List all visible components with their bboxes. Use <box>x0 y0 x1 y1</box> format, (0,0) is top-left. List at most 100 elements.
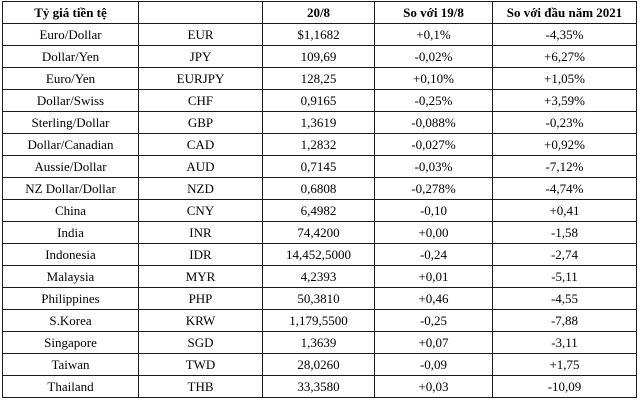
cell-code: INR <box>138 221 263 244</box>
table-row: Malaysia MYR 4,2393 +0,01 -5,11 <box>2 265 637 288</box>
table-row: Taiwan TWD 28,0260 -0,09 +1,75 <box>2 353 637 376</box>
cell-currency-pair: Singapore <box>2 331 139 354</box>
header-change-vs-prev-day: So với 19/8 <box>374 1 493 24</box>
cell-rate: 50,3810 <box>262 287 375 310</box>
table-row: Thailand THB 33,3580 +0,03 -10,09 <box>2 375 637 398</box>
cell-currency-pair: Euro/Dollar <box>2 23 139 46</box>
cell-change-ytd: -4,35% <box>492 23 637 46</box>
table-row: Indonesia IDR 14,452,5000 -0,24 -2,74 <box>2 243 637 266</box>
cell-change-prev-day: -0,088% <box>374 111 493 134</box>
cell-code: PHP <box>138 287 263 310</box>
cell-rate: 0,7145 <box>262 155 375 178</box>
cell-change-prev-day: -0,25% <box>374 89 493 112</box>
cell-change-ytd: -3,11 <box>492 331 637 354</box>
table-row: NZ Dollar/Dollar NZD 0,6808 -0,278% -4,74% <box>2 177 637 200</box>
header-rate-date: 20/8 <box>262 1 375 24</box>
cell-change-prev-day: -0,24 <box>374 243 493 266</box>
cell-code: CNY <box>138 199 263 222</box>
cell-change-prev-day: -0,25 <box>374 309 493 332</box>
cell-code: NZD <box>138 177 263 200</box>
cell-rate: 1,3619 <box>262 111 375 134</box>
table-row: S.Korea KRW 1,179,5500 -0,25 -7,88 <box>2 309 637 332</box>
cell-code: MYR <box>138 265 263 288</box>
table-row: Dollar/Yen JPY 109,69 -0,02% +6,27% <box>2 45 637 68</box>
cell-code: GBP <box>138 111 263 134</box>
cell-change-prev-day: -0,278% <box>374 177 493 200</box>
cell-currency-pair: Dollar/Canadian <box>2 133 139 156</box>
cell-code: TWD <box>138 353 263 376</box>
cell-code: CAD <box>138 133 263 156</box>
exchange-rate-table: Tỷ giá tiền tệ 20/8 So với 19/8 So với đ… <box>2 1 637 398</box>
cell-currency-pair: Sterling/Dollar <box>2 111 139 134</box>
cell-currency-pair: Malaysia <box>2 265 139 288</box>
cell-currency-pair: Euro/Yen <box>2 67 139 90</box>
table-row: China CNY 6,4982 -0,10 +0,41 <box>2 199 637 222</box>
cell-code: JPY <box>138 45 263 68</box>
cell-rate: 33,3580 <box>262 375 375 398</box>
cell-rate: 28,0260 <box>262 353 375 376</box>
cell-rate: 0,9165 <box>262 89 375 112</box>
cell-currency-pair: Dollar/Swiss <box>2 89 139 112</box>
cell-change-ytd: +0,92% <box>492 133 637 156</box>
cell-change-prev-day: +0,46 <box>374 287 493 310</box>
cell-change-prev-day: -0,02% <box>374 45 493 68</box>
cell-currency-pair: China <box>2 199 139 222</box>
cell-change-ytd: -5,11 <box>492 265 637 288</box>
cell-change-ytd: +6,27% <box>492 45 637 68</box>
cell-rate: 74,4200 <box>262 221 375 244</box>
header-code <box>138 1 263 24</box>
table-row: Sterling/Dollar GBP 1,3619 -0,088% -0,23% <box>2 111 637 134</box>
cell-change-ytd: -4,74% <box>492 177 637 200</box>
cell-change-ytd: -7,12% <box>492 155 637 178</box>
cell-rate: 1,179,5500 <box>262 309 375 332</box>
cell-change-ytd: -0,23% <box>492 111 637 134</box>
cell-rate: 1,3639 <box>262 331 375 354</box>
cell-currency-pair: NZ Dollar/Dollar <box>2 177 139 200</box>
cell-change-ytd: -10,09 <box>492 375 637 398</box>
cell-change-prev-day: -0,09 <box>374 353 493 376</box>
cell-rate: 128,25 <box>262 67 375 90</box>
cell-currency-pair: Indonesia <box>2 243 139 266</box>
cell-rate: 4,2393 <box>262 265 375 288</box>
cell-code: EUR <box>138 23 263 46</box>
cell-change-prev-day: +0,10% <box>374 67 493 90</box>
cell-currency-pair: S.Korea <box>2 309 139 332</box>
header-currency-pair: Tỷ giá tiền tệ <box>2 1 139 24</box>
cell-rate: 0,6808 <box>262 177 375 200</box>
cell-change-prev-day: -0,027% <box>374 133 493 156</box>
cell-code: THB <box>138 375 263 398</box>
cell-change-ytd: -2,74 <box>492 243 637 266</box>
table-row: Dollar/Canadian CAD 1,2832 -0,027% +0,92% <box>2 133 637 156</box>
cell-change-prev-day: +0,01 <box>374 265 493 288</box>
cell-change-prev-day: +0,1% <box>374 23 493 46</box>
table-row: Euro/Dollar EUR $1,1682 +0,1% -4,35% <box>2 23 637 46</box>
table-row: Euro/Yen EURJPY 128,25 +0,10% +1,05% <box>2 67 637 90</box>
cell-currency-pair: Thailand <box>2 375 139 398</box>
cell-code: IDR <box>138 243 263 266</box>
cell-currency-pair: India <box>2 221 139 244</box>
cell-change-prev-day: -0,10 <box>374 199 493 222</box>
cell-code: AUD <box>138 155 263 178</box>
cell-change-ytd: -1,58 <box>492 221 637 244</box>
cell-code: SGD <box>138 331 263 354</box>
cell-change-ytd: +1,75 <box>492 353 637 376</box>
cell-rate: 14,452,5000 <box>262 243 375 266</box>
cell-rate: 6,4982 <box>262 199 375 222</box>
cell-change-ytd: -4,55 <box>492 287 637 310</box>
cell-change-ytd: +3,59% <box>492 89 637 112</box>
cell-currency-pair: Taiwan <box>2 353 139 376</box>
table-row: Philippines PHP 50,3810 +0,46 -4,55 <box>2 287 637 310</box>
cell-rate: 109,69 <box>262 45 375 68</box>
table-row: Dollar/Swiss CHF 0,9165 -0,25% +3,59% <box>2 89 637 112</box>
table-row: Singapore SGD 1,3639 +0,07 -3,11 <box>2 331 637 354</box>
cell-change-ytd: -7,88 <box>492 309 637 332</box>
cell-rate: 1,2832 <box>262 133 375 156</box>
cell-currency-pair: Aussie/Dollar <box>2 155 139 178</box>
cell-change-ytd: +0,41 <box>492 199 637 222</box>
cell-code: KRW <box>138 309 263 332</box>
cell-change-prev-day: +0,07 <box>374 331 493 354</box>
cell-change-prev-day: +0,03 <box>374 375 493 398</box>
header-change-ytd: So với đầu năm 2021 <box>492 1 637 24</box>
cell-rate: $1,1682 <box>262 23 375 46</box>
table-row: Aussie/Dollar AUD 0,7145 -0,03% -7,12% <box>2 155 637 178</box>
